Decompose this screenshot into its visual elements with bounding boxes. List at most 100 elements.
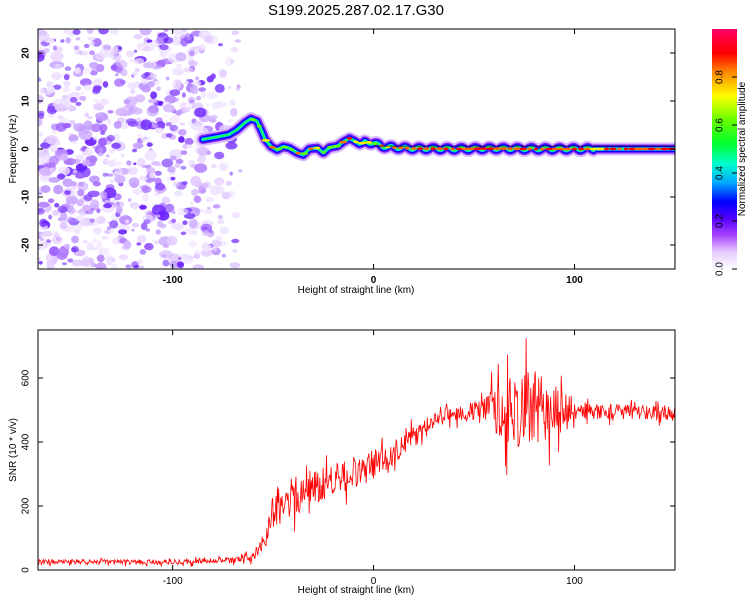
noise-blob: [46, 259, 55, 269]
noise-blob: [40, 142, 51, 149]
noise-blob: [133, 162, 137, 166]
noise-blob: [98, 147, 104, 154]
noise-blob: [136, 242, 142, 246]
ridge-hotspot: [346, 137, 353, 140]
noise-blob: [113, 120, 122, 129]
noise-blob: [166, 133, 173, 138]
noise-blob: [109, 149, 115, 154]
noise-blob: [144, 242, 154, 251]
noise-blob: [189, 99, 194, 103]
noise-blob: [172, 181, 181, 188]
ridge-hotspot: [289, 148, 295, 151]
noise-blob: [78, 129, 93, 141]
noise-blob: [211, 101, 222, 110]
noise-blob: [141, 193, 150, 202]
noise-blob: [38, 244, 45, 249]
top-x-ticks: -100 0 100: [163, 29, 583, 286]
noise-blob: [38, 131, 44, 138]
noise-blob: [116, 161, 122, 166]
noise-blob: [180, 165, 187, 170]
ridge-hotspot: [499, 147, 509, 151]
noise-blob: [81, 256, 91, 266]
noise-blob: [175, 52, 187, 62]
noise-blob: [45, 135, 59, 145]
noise-blob: [156, 214, 161, 218]
ridge-hotspot: [308, 147, 314, 151]
noise-blob: [150, 91, 158, 99]
noise-blob: [92, 181, 101, 187]
noise-blob: [53, 84, 62, 90]
noise-blob: [212, 204, 221, 209]
noise-blob: [60, 211, 68, 221]
noise-blob: [161, 196, 171, 204]
colorbar-tick-label: 0.6: [715, 118, 726, 132]
noise-blob: [172, 223, 185, 231]
noise-blob: [65, 37, 71, 44]
noise-blob: [43, 242, 48, 247]
noise-blob: [139, 204, 147, 210]
noise-blob: [92, 247, 98, 251]
noise-blob: [229, 99, 236, 107]
noise-blob: [231, 238, 240, 244]
noise-blob: [60, 39, 65, 43]
noise-blob: [106, 134, 115, 142]
noise-blob: [210, 73, 216, 80]
noise-blob: [145, 228, 151, 232]
noise-blob: [131, 228, 135, 232]
noise-blob: [185, 144, 193, 149]
noise-blob: [39, 91, 44, 95]
noise-blob: [205, 196, 215, 203]
noise-blob: [76, 199, 84, 207]
noise-blob: [115, 108, 128, 117]
noise-blob: [151, 240, 156, 243]
ridge-hotspot: [338, 140, 348, 144]
noise-blob: [140, 222, 148, 230]
noise-blob: [67, 216, 74, 224]
ridge-hotspot: [512, 147, 521, 151]
noise-blob: [102, 172, 109, 177]
noise-blob: [183, 101, 188, 106]
noise-blob: [88, 175, 100, 184]
noise-blob: [111, 142, 121, 149]
noise-blob: [92, 85, 101, 93]
noise-blob: [107, 226, 112, 231]
noise-blob: [62, 178, 73, 188]
noise-blob: [125, 264, 132, 269]
ridge-hotspot: [405, 146, 410, 150]
noise-blob: [151, 161, 161, 166]
noise-blob: [174, 97, 179, 102]
noise-blob: [171, 210, 176, 215]
noise-blob: [99, 98, 109, 106]
noise-blob: [159, 51, 168, 58]
noise-blob: [125, 118, 137, 125]
noise-blob: [48, 155, 59, 166]
noise-blob: [47, 82, 53, 85]
noise-blob: [169, 155, 177, 161]
noise-blob: [71, 158, 81, 164]
noise-blob: [112, 237, 122, 245]
noise-blob: [150, 72, 158, 79]
x-tick-label: 100: [566, 576, 583, 587]
noise-blob: [73, 229, 81, 235]
noise-blob: [38, 191, 43, 195]
noise-blob: [206, 150, 212, 155]
noise-blob: [84, 112, 89, 117]
ridge-hotspot: [655, 147, 661, 151]
noise-blob: [137, 157, 146, 167]
noise-blob: [74, 67, 81, 74]
noise-blob: [105, 154, 111, 158]
noise-blob: [63, 74, 70, 81]
noise-blob: [146, 81, 155, 88]
ridge-hotspot: [545, 147, 553, 151]
noise-blob: [218, 43, 223, 47]
ridge-hotspot: [533, 147, 539, 151]
noise-blob: [218, 162, 229, 171]
noise-blob: [234, 39, 241, 43]
noise-blob: [194, 107, 207, 118]
noise-blob: [219, 69, 228, 78]
noise-blob: [71, 246, 79, 253]
noise-blob: [228, 118, 234, 123]
noise-blob: [146, 142, 153, 147]
noise-blob: [183, 213, 196, 219]
noise-blob: [56, 173, 66, 180]
